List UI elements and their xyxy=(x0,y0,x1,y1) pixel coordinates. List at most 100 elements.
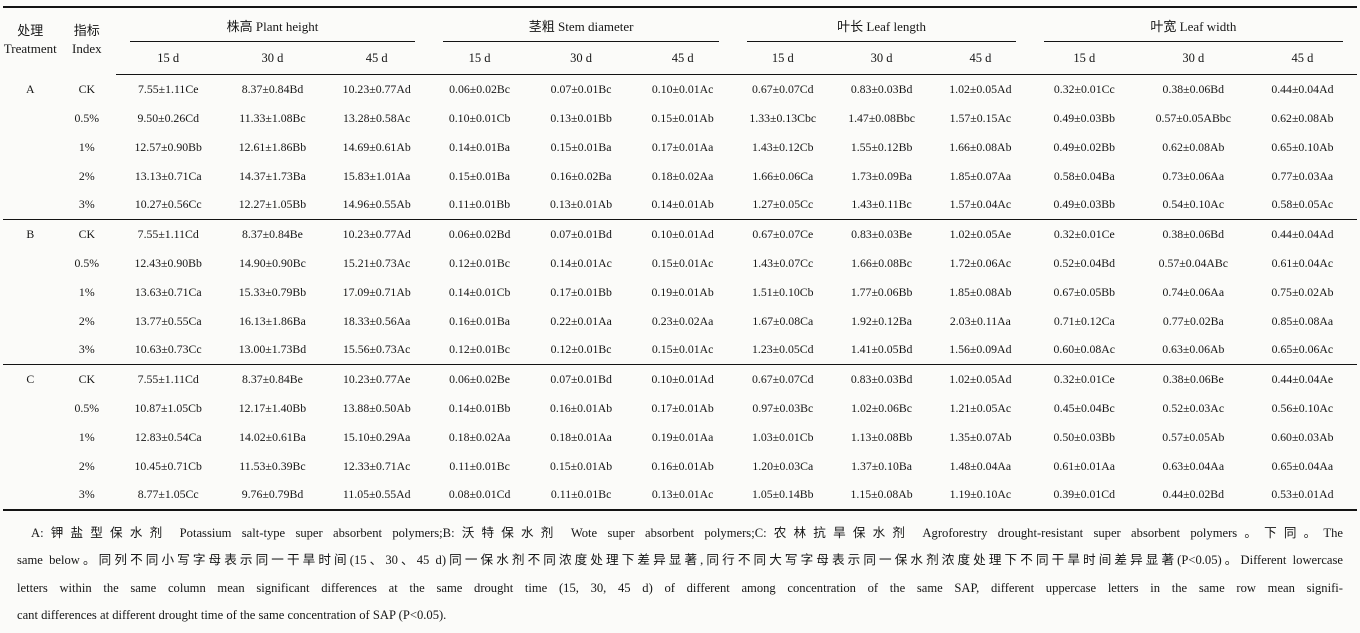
value-cell: 10.87±1.05Cb xyxy=(134,400,202,415)
value-cell: 12.61±1.86Bb xyxy=(238,139,307,154)
value-cell: 0.38±0.06Be xyxy=(1138,364,1248,394)
treatment-label xyxy=(3,394,58,423)
value-cell: 1.85±0.07Aa xyxy=(949,168,1012,183)
value-cell: 15.83±1.01Aa xyxy=(343,168,411,183)
table-row: 3% 10.27±0.56Cc 12.27±1.05Bb 14.96±0.55Ab 0.… xyxy=(3,191,1357,220)
value-cell: 0.18±0.02Aa xyxy=(448,429,511,444)
value-cell: 0.44±0.04Ad xyxy=(1247,219,1357,249)
value-cell: 0.62±0.08Ab xyxy=(1271,110,1334,125)
value-cell: 14.69±0.61Ab xyxy=(342,139,411,154)
value-cell: 0.38±0.06Bd xyxy=(1138,219,1248,249)
header-index: 指标 Index xyxy=(58,7,117,75)
value-cell: 0.19±0.01Ab xyxy=(651,284,714,299)
value-cell: 0.06±0.02Be xyxy=(428,364,531,394)
treatment-label: A xyxy=(25,81,35,96)
table-row: C CK 7.55±1.11Cd 8.37±0.84Be 10.23±0.77Ae 0.0… xyxy=(3,364,1357,394)
footnote-line: cant differences at different drought ti… xyxy=(17,608,447,622)
value-cell: 12.57±0.90Bb xyxy=(134,139,202,154)
value-cell: 8.77±1.05Cc xyxy=(137,487,199,501)
value-cell: 0.45±0.04Bc xyxy=(1053,400,1115,415)
value-cell: 0.16±0.01Ab xyxy=(550,400,613,415)
subheader-day: 30 d xyxy=(220,45,325,75)
value-cell: 16.13±1.86Ba xyxy=(239,313,306,328)
index-label: 0.5% xyxy=(74,255,100,270)
value-cell: 0.06±0.02Bd xyxy=(428,219,531,249)
index-label: 2% xyxy=(78,458,95,473)
value-cell: 0.14±0.01Cb xyxy=(448,284,511,299)
treatment-label: C xyxy=(3,364,58,394)
value-cell: 0.61±0.04Ac xyxy=(1271,255,1334,270)
value-cell: 1.20±0.03Ca xyxy=(752,458,814,473)
header-group-leaf-length: 叶长 Leaf length xyxy=(733,7,1029,45)
value-cell: 0.22±0.01Aa xyxy=(550,313,612,328)
value-cell: 0.07±0.01Bc xyxy=(550,81,612,96)
value-cell: 1.02±0.05Ad xyxy=(949,81,1012,96)
value-cell: 0.54±0.10Ac xyxy=(1162,197,1225,212)
header-group-leaf-width: 叶宽 Leaf width xyxy=(1030,7,1357,45)
index-label: 0.5% xyxy=(74,110,100,125)
header-group-plant-height: 株高 Plant height xyxy=(116,7,429,45)
value-cell: 0.19±0.01Aa xyxy=(651,429,714,444)
group-label-leaf-width: 叶宽 Leaf width xyxy=(1043,16,1343,42)
value-cell: 0.12±0.01Bc xyxy=(449,255,511,270)
treatment-label xyxy=(3,249,58,278)
value-cell: 0.60±0.03Ab xyxy=(1271,429,1334,444)
value-cell: 1.23±0.05Cd xyxy=(752,342,814,357)
value-cell: 13.28±0.58Ac xyxy=(343,110,411,125)
treatment-label xyxy=(3,481,58,510)
value-cell: 13.77±0.55Ca xyxy=(134,313,202,328)
value-cell: 0.16±0.01Ba xyxy=(449,313,511,328)
value-cell: 0.15±0.01Ab xyxy=(550,458,613,473)
value-cell: 1.37±0.10Ba xyxy=(851,458,913,473)
value-cell: 1.13±0.08Bb xyxy=(850,429,913,444)
value-cell: 0.53±0.01Ad xyxy=(1271,487,1334,501)
value-cell: 7.55±1.11Cd xyxy=(116,364,221,394)
value-cell: 0.67±0.07Cd xyxy=(752,81,814,96)
value-cell: 0.11±0.01Bc xyxy=(550,487,612,501)
value-cell: 0.13±0.01Ac xyxy=(651,487,714,501)
value-cell: 1.15±0.08Ab xyxy=(850,487,913,501)
value-cell: 1.56±0.09Ad xyxy=(949,342,1012,357)
value-cell: 0.77±0.02Ba xyxy=(1162,313,1224,328)
index-label: 1% xyxy=(78,429,95,444)
value-cell: 0.57±0.05Ab xyxy=(1162,429,1225,444)
value-cell: 0.12±0.01Bc xyxy=(449,342,511,357)
value-cell: 18.33±0.56Aa xyxy=(343,313,411,328)
value-cell: 0.32±0.01Ce xyxy=(1029,219,1139,249)
value-cell: 0.56±0.10Ac xyxy=(1271,400,1334,415)
value-cell: 0.65±0.10Ab xyxy=(1271,139,1334,154)
header-group-stem-diameter: 茎粗 Stem diameter xyxy=(429,7,734,45)
value-cell: 0.08±0.01Cd xyxy=(448,487,511,501)
footnote-line: same below。同列不同小写字母表示同一干旱时间(15、30、45 d)同… xyxy=(17,553,1343,567)
subheader-day: 45 d xyxy=(1247,45,1357,75)
value-cell: 1.43±0.12Cb xyxy=(752,139,814,154)
group-label-leaf-length: 叶长 Leaf length xyxy=(747,16,1016,42)
value-cell: 0.83±0.03Be xyxy=(832,219,931,249)
value-cell: 8.37±0.84Be xyxy=(220,364,325,394)
value-cell: 1.41±0.05Bd xyxy=(850,342,913,357)
value-cell: 9.50±0.26Cd xyxy=(137,110,199,125)
value-cell: 13.63±0.71Ca xyxy=(134,284,202,299)
value-cell: 1.02±0.05Ad xyxy=(930,364,1030,394)
value-cell: 15.33±0.79Bb xyxy=(238,284,307,299)
subheader-day: 30 d xyxy=(832,45,931,75)
value-cell: 1.72±0.06Ac xyxy=(949,255,1012,270)
value-cell: 1.66±0.08Bc xyxy=(851,255,913,270)
value-cell: 0.14±0.01Ac xyxy=(550,255,612,270)
value-cell: 0.16±0.01Ab xyxy=(651,458,714,473)
value-cell: 1.77±0.06Bb xyxy=(850,284,913,299)
value-cell: 1.57±0.04Ac xyxy=(949,197,1012,212)
subheader-day: 15 d xyxy=(428,45,531,75)
value-cell: 0.10±0.01Ad xyxy=(631,364,734,394)
value-cell: 0.44±0.02Bd xyxy=(1162,487,1225,501)
value-cell: 0.16±0.02Ba xyxy=(550,168,612,183)
value-cell: 0.63±0.04Aa xyxy=(1162,458,1225,473)
value-cell: 11.53±0.39Bc xyxy=(239,458,306,473)
value-cell: 1.48±0.04Aa xyxy=(949,458,1012,473)
treatment-label xyxy=(3,162,58,191)
value-cell: 0.07±0.01Bd xyxy=(530,219,632,249)
value-cell: 14.02±0.61Ba xyxy=(239,429,306,444)
table-row: 2% 13.77±0.55Ca 16.13±1.86Ba 18.33±0.56Aa 0.… xyxy=(3,307,1357,336)
value-cell: 0.11±0.01Bb xyxy=(449,197,511,212)
value-cell: 0.14±0.01Ab xyxy=(651,197,714,212)
